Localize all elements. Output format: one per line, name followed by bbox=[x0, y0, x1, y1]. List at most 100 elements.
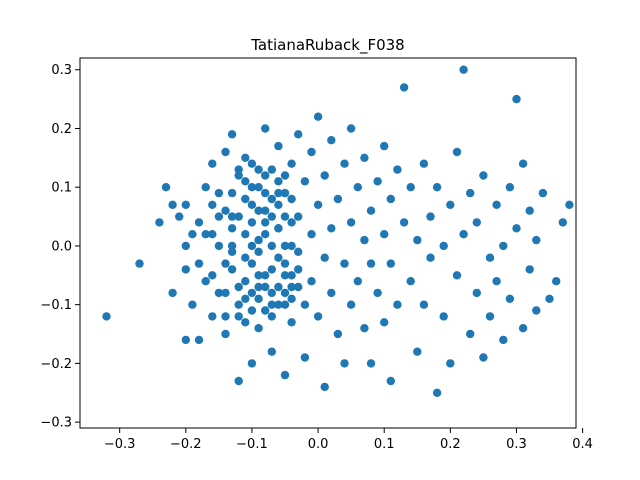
data-point bbox=[426, 253, 435, 262]
data-point bbox=[294, 265, 303, 274]
data-point bbox=[208, 312, 217, 321]
data-point bbox=[214, 212, 224, 221]
data-point bbox=[287, 159, 296, 168]
data-point bbox=[208, 159, 217, 168]
data-point bbox=[181, 265, 190, 274]
data-point bbox=[254, 183, 263, 192]
data-point bbox=[525, 206, 534, 215]
data-point bbox=[280, 212, 290, 221]
data-point bbox=[466, 188, 475, 198]
data-point bbox=[419, 300, 429, 309]
data-point bbox=[254, 324, 263, 333]
data-point bbox=[188, 300, 197, 309]
data-point bbox=[241, 318, 250, 327]
data-point bbox=[280, 188, 290, 198]
data-point bbox=[532, 306, 541, 315]
data-point bbox=[313, 200, 323, 209]
data-point bbox=[247, 218, 257, 227]
data-point bbox=[552, 277, 561, 286]
data-point bbox=[214, 188, 224, 198]
data-point bbox=[366, 359, 376, 368]
data-point bbox=[241, 230, 250, 239]
data-point bbox=[340, 359, 349, 368]
data-point bbox=[274, 282, 283, 292]
data-point bbox=[241, 294, 250, 303]
data-point bbox=[241, 177, 250, 186]
data-point bbox=[221, 259, 230, 268]
x-tick-label: 0.1 bbox=[374, 437, 395, 452]
data-point bbox=[214, 241, 224, 251]
data-point bbox=[155, 218, 164, 227]
data-point bbox=[485, 253, 495, 262]
data-point bbox=[386, 259, 395, 268]
data-point bbox=[201, 183, 210, 192]
data-point bbox=[360, 235, 369, 245]
data-point bbox=[181, 241, 190, 251]
data-point bbox=[102, 312, 111, 321]
x-axis: −0.3 −0.2 −0.1 0.0 0.1 0.2 0.3 0.4 bbox=[104, 428, 593, 452]
data-point bbox=[247, 200, 257, 209]
data-point bbox=[221, 312, 230, 321]
data-point bbox=[208, 271, 217, 280]
data-point bbox=[399, 218, 409, 227]
data-point bbox=[439, 312, 448, 321]
data-point bbox=[261, 218, 270, 227]
data-point bbox=[426, 212, 435, 221]
data-point bbox=[406, 277, 415, 286]
data-point bbox=[267, 165, 276, 174]
data-point bbox=[360, 324, 369, 333]
data-point bbox=[261, 271, 270, 280]
data-point bbox=[313, 112, 323, 121]
data-point bbox=[399, 83, 409, 92]
data-point bbox=[479, 171, 488, 180]
data-point bbox=[307, 277, 316, 286]
data-point bbox=[201, 277, 210, 286]
data-point bbox=[194, 259, 204, 268]
data-point bbox=[241, 277, 250, 286]
data-point bbox=[393, 300, 402, 309]
data-point bbox=[274, 300, 283, 309]
data-point bbox=[380, 318, 389, 327]
data-point bbox=[479, 353, 488, 362]
data-point bbox=[346, 124, 356, 133]
data-point bbox=[565, 200, 574, 209]
data-point bbox=[181, 335, 190, 345]
data-point bbox=[261, 230, 270, 239]
data-point bbox=[287, 282, 296, 292]
data-point bbox=[294, 247, 303, 256]
data-point bbox=[168, 200, 177, 209]
data-point bbox=[194, 218, 204, 227]
data-point bbox=[518, 159, 528, 168]
data-point bbox=[227, 241, 237, 251]
data-point bbox=[320, 382, 329, 392]
data-point bbox=[373, 288, 382, 298]
data-point bbox=[512, 94, 521, 104]
data-point bbox=[221, 147, 230, 157]
data-point bbox=[287, 318, 296, 327]
data-point bbox=[439, 241, 448, 251]
data-point bbox=[221, 288, 230, 298]
y-axis: −0.3 −0.2 −0.1 0.0 0.1 0.2 0.3 bbox=[40, 63, 80, 431]
data-point bbox=[294, 212, 303, 221]
y-tick-label: 0.0 bbox=[51, 239, 72, 254]
y-tick-label: 0.1 bbox=[51, 181, 72, 196]
data-point bbox=[234, 300, 243, 309]
data-point bbox=[267, 347, 276, 356]
data-point bbox=[313, 312, 323, 321]
data-point bbox=[280, 259, 290, 268]
data-point bbox=[280, 300, 290, 309]
data-point bbox=[181, 200, 190, 209]
data-point bbox=[499, 335, 508, 345]
data-point bbox=[274, 224, 283, 233]
data-point bbox=[274, 253, 283, 262]
data-point bbox=[247, 306, 257, 315]
data-point bbox=[380, 230, 389, 239]
data-point bbox=[558, 218, 567, 227]
data-point bbox=[254, 294, 263, 303]
data-point bbox=[267, 212, 276, 221]
x-tick-label: 0.3 bbox=[506, 437, 527, 452]
data-point bbox=[221, 329, 230, 339]
data-point bbox=[499, 241, 508, 251]
data-point bbox=[294, 282, 303, 292]
data-point bbox=[227, 130, 237, 139]
